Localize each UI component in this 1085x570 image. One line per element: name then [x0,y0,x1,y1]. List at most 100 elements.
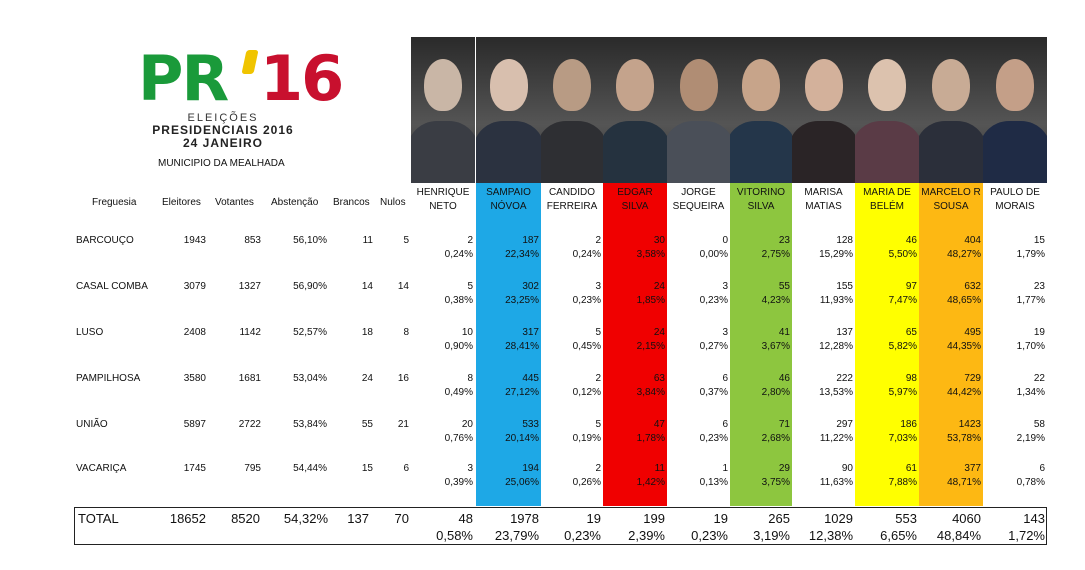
vote-count: 5 [595,419,601,430]
vote-count: 15 [1033,235,1045,246]
vote-percent: 0,24% [572,249,601,260]
row-cell-votantes: 1327 [238,281,261,292]
vote-count: 61 [905,463,917,474]
total-vote-percent: 0,23% [691,528,728,543]
row-cell-nulos: 16 [397,373,409,384]
vote-percent: 28,41% [505,341,539,352]
vote-count: 3 [595,281,601,292]
vote-percent: 0,26% [572,477,601,488]
vote-percent: 11,63% [819,477,853,488]
vote-percent: 0,23% [699,295,728,306]
candidate-header-jorge-sequeira: JORGE SEQUEIRA [667,186,730,214]
candidate-body [792,121,855,183]
total-row-box [74,507,1047,545]
vote-percent: 48,71% [947,477,981,488]
candidate-name-line2: MORAIS [995,201,1035,212]
vote-count: 155 [836,281,853,292]
vote-percent: 25,06% [505,477,539,488]
candidate-photo-marcelo-r-sousa [919,37,983,183]
total-vote-percent: 6,65% [880,528,917,543]
candidate-header-marcelo-r-sousa: MARCELO R SOUSA [919,186,983,214]
vote-percent: 0,38% [444,295,473,306]
vote-count: 6 [722,419,728,430]
candidate-column-bg-vitorino-silva [730,183,792,506]
total-vote-percent: 23,79% [494,528,539,543]
vote-percent: 3,75% [761,477,790,488]
candidate-photo-jorge-sequeira [667,37,730,183]
candidate-body [476,121,541,183]
total-brancos: 137 [347,511,369,526]
total-vote-count: 143 [1023,511,1045,526]
candidate-header-candido-ferreira: CANDIDO FERREIRA [541,186,603,214]
vote-count: 47 [653,419,665,430]
vote-percent: 1,70% [1016,341,1045,352]
municipio-title: MUNICIPIO DA MEALHADA [158,158,285,169]
vote-percent: 1,78% [636,433,665,444]
logo-line-date: 24 JANEIRO [182,136,264,150]
vote-count: 377 [964,463,981,474]
vote-count: 46 [905,235,917,246]
row-cell-nulos: 14 [397,281,409,292]
candidate-photo-edgar-silva [603,37,667,183]
row-cell-freguesia: UNIÃO [76,419,108,430]
vote-count: 63 [653,373,665,384]
candidate-body [603,121,667,183]
vote-percent: 2,80% [761,387,790,398]
candidate-name-line1: PAULO DE [990,187,1040,198]
total-vote-percent: 1,72% [1008,528,1045,543]
candidate-header-sampaio-n-voa: SAMPAIO NÓVOA [476,186,541,214]
vote-count: 90 [841,463,853,474]
candidate-face [679,59,718,111]
row-cell-nulos: 6 [403,463,409,474]
vote-percent: 5,82% [888,341,917,352]
row-cell-abstencao: 54,44% [293,463,327,474]
candidate-name-line1: HENRIQUE [416,187,470,198]
row-cell-eleitores: 1745 [183,463,206,474]
vote-count: 19 [1033,327,1045,338]
row-cell-votantes: 2722 [238,419,261,430]
row-cell-votantes: 1681 [238,373,261,384]
logo-line-presidenciais: PRESIDENCIAIS 2016 [152,123,294,137]
row-cell-brancos: 55 [361,419,373,430]
vote-percent: 53,78% [947,433,981,444]
vote-count: 729 [964,373,981,384]
candidate-photo-vitorino-silva [730,37,792,183]
vote-percent: 0,37% [699,387,728,398]
candidate-body [411,121,475,183]
candidate-name-line1: MARISA [804,187,843,198]
vote-count: 22 [1033,373,1045,384]
vote-count: 23 [1033,281,1045,292]
row-cell-eleitores: 1943 [183,235,206,246]
header-freguesia: Freguesia [92,197,137,208]
vote-count: 23 [778,235,790,246]
vote-count: 65 [905,327,917,338]
vote-count: 533 [522,419,539,430]
vote-percent: 0,00% [699,249,728,260]
vote-percent: 0,90% [444,341,473,352]
candidate-face [424,59,462,111]
row-cell-freguesia: LUSO [76,327,104,338]
vote-count: 1 [722,463,728,474]
vote-count: 1423 [958,419,981,430]
row-cell-freguesia: BARCOUÇO [76,235,134,246]
vote-percent: 11,93% [819,295,853,306]
vote-percent: 48,65% [947,295,981,306]
vote-count: 495 [964,327,981,338]
vote-percent: 3,67% [761,341,790,352]
vote-percent: 0,78% [1016,477,1045,488]
vote-percent: 3,84% [636,387,665,398]
vote-count: 6 [1039,463,1045,474]
row-cell-freguesia: CASAL COMBA [76,281,148,292]
vote-count: 24 [653,281,665,292]
vote-percent: 1,42% [636,477,665,488]
vote-percent: 11,22% [819,433,853,444]
candidate-header-henrique-neto: HENRIQUE NETO [411,186,475,214]
vote-count: 3 [467,463,473,474]
vote-count: 186 [900,419,917,430]
total-vote-percent: 48,84% [936,528,981,543]
vote-percent: 13,53% [819,387,853,398]
row-cell-nulos: 8 [403,327,409,338]
vote-count: 297 [836,419,853,430]
total-label: TOTAL [78,511,119,526]
row-cell-eleitores: 3079 [183,281,206,292]
